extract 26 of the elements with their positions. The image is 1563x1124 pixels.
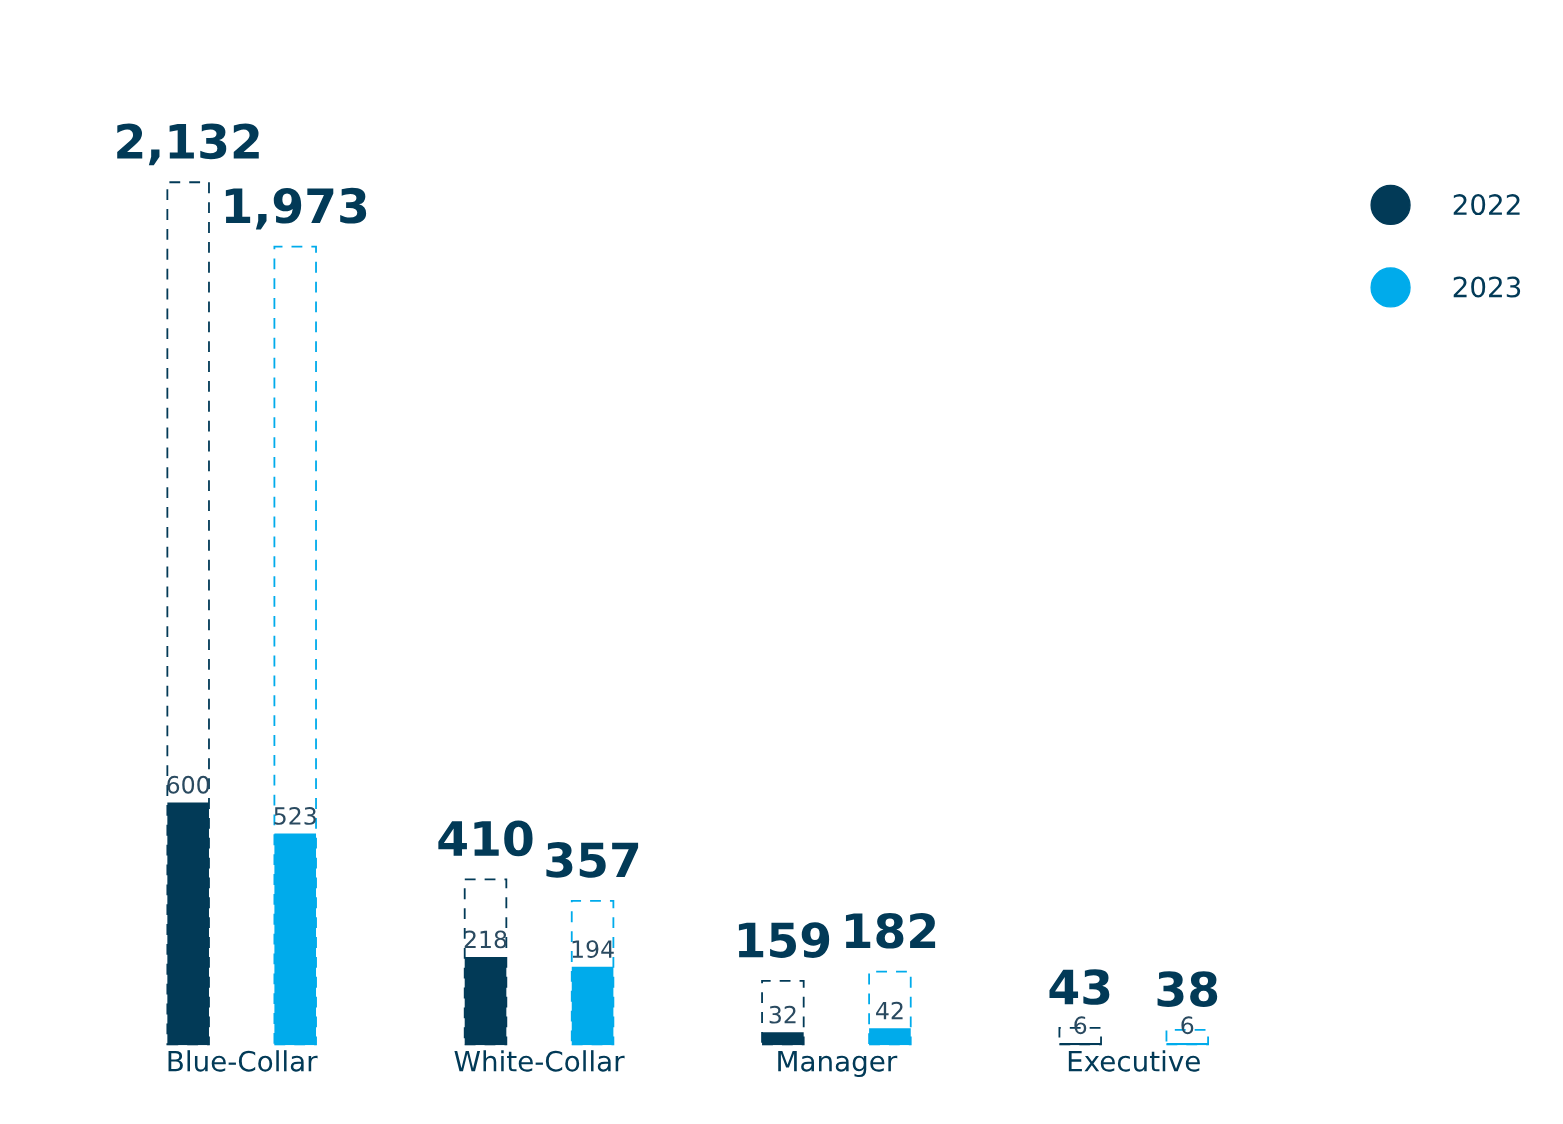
bar: [273, 245, 317, 1046]
data-label: 38: [1157, 971, 1218, 1007]
data-label: 6: [1074, 1016, 1087, 1035]
x-tick-label: White-Collar: [454, 1050, 625, 1072]
data-label: 182: [845, 912, 936, 949]
data-label: 42: [876, 1001, 903, 1020]
data-label: 43: [1049, 969, 1110, 1005]
data-label: 194: [572, 940, 614, 959]
bar: [166, 181, 210, 1046]
x-tick-label: Manager: [778, 1051, 898, 1078]
data-label: 6: [1181, 1016, 1194, 1035]
legend-label: 2023: [1453, 276, 1521, 298]
data-label: 32: [769, 1005, 796, 1024]
data-label: 523: [274, 807, 316, 825]
data-label: 159: [738, 922, 830, 958]
bar: [761, 980, 805, 1046]
x-tick-label: Executive: [1068, 1050, 1200, 1072]
x-tick-label: Blue-Collar: [168, 1050, 318, 1072]
legend-label: 2022: [1453, 194, 1520, 216]
data-label: 410: [438, 820, 533, 857]
bar: [570, 899, 615, 1046]
bar: [868, 970, 912, 1046]
bar: [463, 878, 508, 1046]
data-label: 357: [546, 842, 639, 878]
data-label: 2,132: [117, 123, 259, 166]
data-label: 1,973: [225, 187, 367, 230]
